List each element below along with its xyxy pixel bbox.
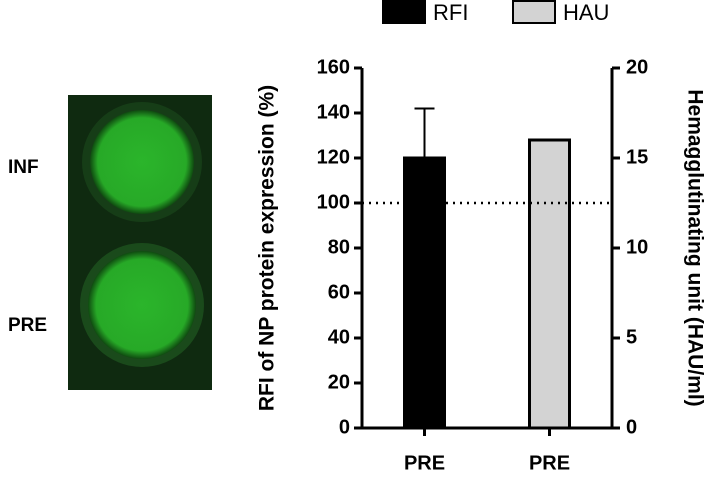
- legend-label: RFI: [433, 0, 468, 25]
- y-tick-label: 20: [328, 371, 350, 393]
- y-tick-label: 100: [317, 191, 350, 213]
- y2-tick-label: 15: [626, 146, 648, 168]
- y-tick-label: 140: [317, 101, 350, 123]
- bar: [403, 156, 446, 430]
- fluorescence-image: [68, 95, 212, 390]
- y-tick-label: 160: [317, 56, 350, 78]
- y-tick-label: 120: [317, 146, 350, 168]
- y-tick-label: 60: [328, 281, 350, 303]
- x-tick-label: PRE: [529, 452, 570, 474]
- image-label: INF: [8, 157, 39, 178]
- x-tick-label: PRE: [404, 452, 445, 474]
- y2-tick-label: 10: [626, 236, 648, 258]
- y2-axis-title: Hemagglutinating unit (HAU/ml): [683, 89, 706, 406]
- legend-swatch: [382, 0, 426, 24]
- bar: [528, 138, 571, 430]
- well: [90, 110, 194, 214]
- well: [88, 251, 196, 359]
- y-tick-label: 40: [328, 326, 350, 348]
- legend-swatch: [512, 0, 556, 24]
- y2-tick-label: 20: [626, 56, 648, 78]
- y2-tick-label: 0: [626, 416, 637, 438]
- legend-label: HAU: [563, 0, 609, 25]
- image-label: PRE: [8, 315, 47, 336]
- y-axis-title: RFI of NP protein expression (%): [256, 85, 279, 411]
- y-tick-label: 80: [328, 236, 350, 258]
- y-tick-label: 0: [339, 416, 350, 438]
- y2-tick-label: 5: [626, 326, 637, 348]
